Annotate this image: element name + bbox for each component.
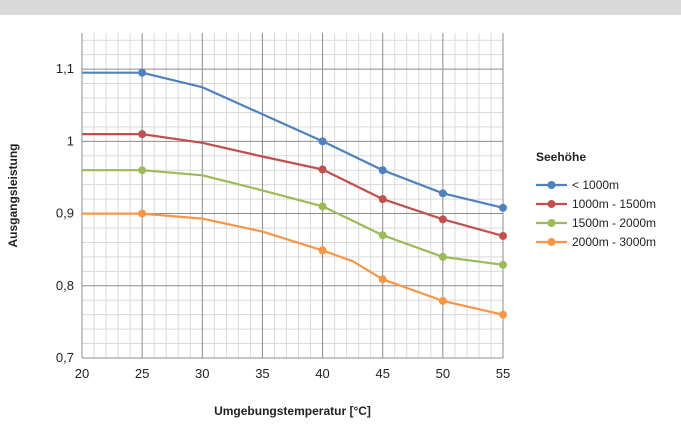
y-axis-label: Ausgangsleistung [6,143,20,247]
x-tick-label: 40 [315,366,329,381]
data-point [439,189,447,197]
data-point [379,275,387,283]
x-tick-label: 45 [375,366,389,381]
data-point [319,246,327,254]
data-point [499,204,507,212]
legend-swatch-marker [548,219,556,227]
legend: Seehöhe < 1000m 1000m - 1500m 1500m - 2000… [536,150,656,249]
y-tick-label: 0,8 [56,278,74,293]
data-point [379,195,387,203]
x-tick-label: 20 [75,366,89,381]
data-point [499,232,507,240]
data-point [319,202,327,210]
legend-label: 2000m - 3000m [572,235,656,249]
x-tick-label: 50 [436,366,450,381]
data-point [439,297,447,305]
data-point [499,311,507,319]
data-point [138,210,146,218]
y-tick-label: 0,7 [56,350,74,365]
x-axis-label: Umgebungstemperatur [°C] [214,404,371,418]
series-line [82,73,503,208]
data-point [138,166,146,174]
legend-swatch-marker [548,200,556,208]
legend-label: 1500m - 2000m [572,216,656,230]
x-tick-label: 30 [195,366,209,381]
legend-label: < 1000m [572,178,619,192]
x-tick-label: 35 [255,366,269,381]
data-point [319,166,327,174]
legend-swatch-marker [548,238,556,246]
data-point [138,130,146,138]
data-point [379,231,387,239]
y-tick-label: 0,9 [56,206,74,221]
data-point [439,215,447,223]
data-point [499,261,507,269]
y-tick-label: 1 [67,133,74,148]
legend-label: 1000m - 1500m [572,197,656,211]
data-point [138,69,146,77]
y-tick-label: 1,1 [56,61,74,76]
legend-swatch-marker [548,181,556,189]
x-tick-label: 55 [496,366,510,381]
data-point [319,137,327,145]
data-point [379,166,387,174]
data-point [439,253,447,261]
x-tick-label: 25 [135,366,149,381]
legend-title: Seehöhe [536,150,586,164]
